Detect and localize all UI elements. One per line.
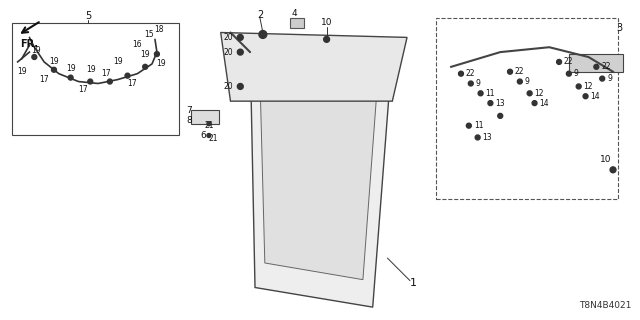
Text: 17: 17 — [39, 75, 49, 84]
Circle shape — [498, 113, 502, 118]
Text: 19: 19 — [17, 67, 26, 76]
Text: 5: 5 — [85, 11, 92, 21]
Text: 11: 11 — [474, 121, 483, 130]
Circle shape — [237, 49, 243, 55]
Circle shape — [237, 84, 243, 89]
Circle shape — [600, 76, 605, 81]
Text: 22: 22 — [515, 67, 524, 76]
Text: 7: 7 — [186, 107, 192, 116]
Circle shape — [517, 79, 522, 84]
Bar — [291, 18, 304, 28]
Text: FR.: FR. — [20, 39, 38, 49]
Bar — [569, 54, 623, 72]
Text: 18: 18 — [154, 25, 164, 34]
Polygon shape — [260, 76, 378, 280]
Polygon shape — [221, 33, 407, 101]
Circle shape — [143, 64, 148, 69]
Circle shape — [478, 91, 483, 96]
Text: 8: 8 — [186, 116, 192, 125]
Circle shape — [154, 52, 159, 57]
Text: 19: 19 — [31, 46, 41, 55]
Text: 19: 19 — [49, 57, 59, 67]
Text: 20: 20 — [224, 82, 234, 91]
Text: 9: 9 — [574, 69, 579, 78]
Text: 9: 9 — [607, 74, 612, 83]
Bar — [191, 110, 219, 124]
Circle shape — [476, 135, 480, 140]
Text: 17: 17 — [101, 69, 111, 78]
Circle shape — [207, 122, 211, 126]
Text: 21: 21 — [205, 121, 214, 130]
Text: 3: 3 — [617, 23, 623, 33]
Circle shape — [566, 71, 572, 76]
Circle shape — [32, 55, 36, 60]
Circle shape — [488, 101, 493, 106]
Text: 20: 20 — [224, 48, 234, 57]
Text: 21: 21 — [209, 134, 218, 143]
Circle shape — [51, 67, 56, 72]
Text: 9: 9 — [525, 77, 530, 86]
Circle shape — [458, 71, 463, 76]
Circle shape — [207, 133, 211, 138]
Circle shape — [324, 36, 330, 42]
Circle shape — [468, 81, 473, 86]
Text: T8N4B4021: T8N4B4021 — [579, 301, 631, 310]
Text: 22: 22 — [466, 69, 476, 78]
Text: 9: 9 — [476, 79, 481, 88]
Circle shape — [532, 101, 537, 106]
Text: 20: 20 — [224, 33, 234, 42]
Circle shape — [259, 30, 267, 38]
Polygon shape — [250, 47, 392, 307]
Text: 10: 10 — [600, 156, 611, 164]
Text: 17: 17 — [79, 85, 88, 94]
Circle shape — [594, 64, 599, 69]
Circle shape — [527, 91, 532, 96]
Text: 22: 22 — [564, 57, 573, 67]
Text: 12: 12 — [584, 82, 593, 91]
Circle shape — [108, 79, 112, 84]
Text: 17: 17 — [127, 79, 137, 88]
Text: 14: 14 — [591, 92, 600, 101]
Text: 19: 19 — [156, 60, 166, 68]
Bar — [436, 18, 618, 199]
Text: 11: 11 — [486, 89, 495, 98]
Circle shape — [610, 167, 616, 173]
Text: 2: 2 — [257, 10, 263, 20]
Circle shape — [237, 35, 243, 40]
Circle shape — [576, 84, 581, 89]
Circle shape — [68, 75, 73, 80]
Circle shape — [557, 60, 561, 64]
Text: 19: 19 — [66, 64, 76, 73]
Text: 14: 14 — [540, 99, 549, 108]
Text: 13: 13 — [495, 99, 505, 108]
Text: 6: 6 — [200, 131, 206, 140]
Text: 1: 1 — [410, 278, 417, 288]
Text: 19: 19 — [140, 50, 150, 59]
Circle shape — [125, 73, 130, 78]
Circle shape — [88, 79, 93, 84]
Text: 22: 22 — [601, 62, 611, 71]
Text: 10: 10 — [321, 18, 332, 27]
Text: 19: 19 — [86, 65, 96, 74]
Circle shape — [508, 69, 513, 74]
Circle shape — [467, 123, 471, 128]
Bar — [12, 23, 179, 135]
Circle shape — [583, 94, 588, 99]
Text: 19: 19 — [113, 57, 122, 67]
Text: 4: 4 — [292, 9, 297, 18]
Text: 13: 13 — [483, 133, 492, 142]
Text: 15: 15 — [144, 30, 154, 39]
Text: 12: 12 — [534, 89, 544, 98]
Text: 16: 16 — [132, 40, 142, 49]
